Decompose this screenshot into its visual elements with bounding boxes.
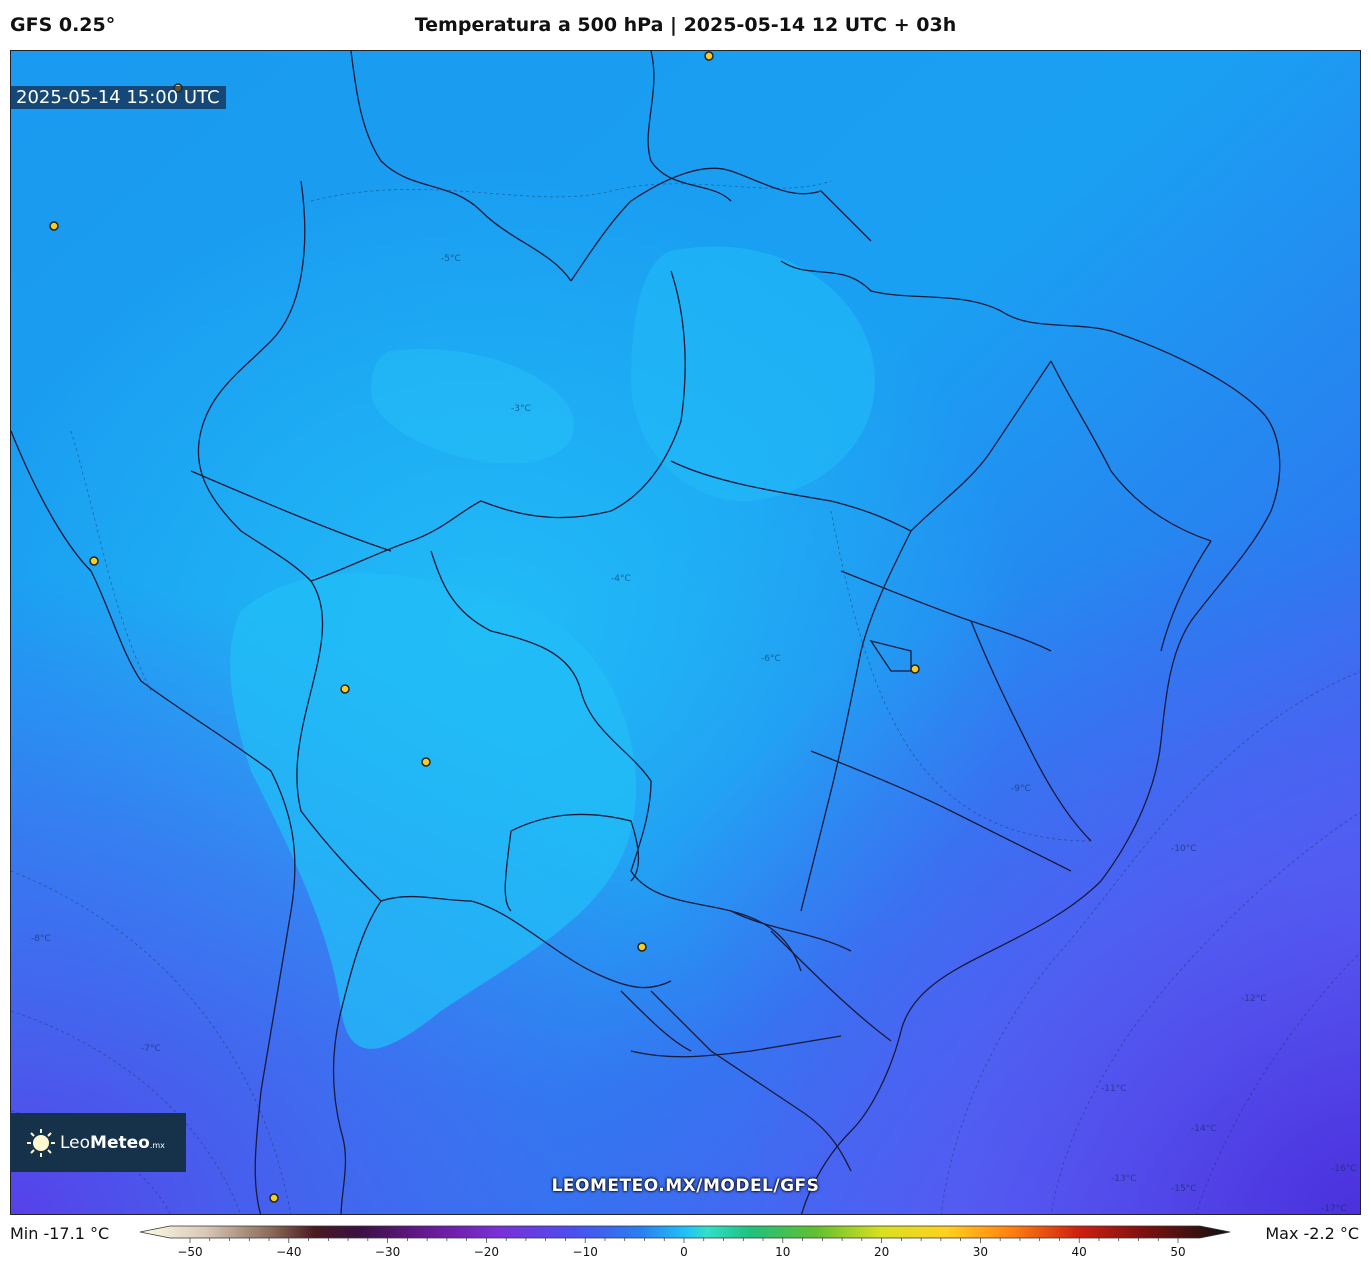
logo-text: LeoMeteo.mx [60, 1132, 165, 1153]
contour-label: -6°C [761, 654, 781, 664]
contour-label: -5°C [441, 254, 461, 264]
colorbar-tick-label: 10 [775, 1245, 790, 1259]
contour-label: -10°C [1171, 844, 1196, 854]
contour-label: -7°C [141, 1044, 161, 1054]
colorbar-tick-label: 20 [874, 1245, 889, 1259]
colorbar-tick-label: −30 [375, 1245, 400, 1259]
site-watermark: LEOMETEO.MX/MODEL/GFS [551, 1176, 820, 1196]
atlantic-coast [780, 260, 1281, 1214]
contour-label: -15°C [1171, 1184, 1196, 1194]
colorbar: −50 −40 −30 −20 −10 0 10 20 30 40 50 [140, 1225, 1231, 1259]
colorbar-tick-label: −20 [474, 1245, 499, 1259]
warm-region [230, 573, 637, 1049]
valid-time-badge: 2025-05-14 15:00 UTC [10, 86, 226, 109]
contour-label: -3°C [511, 404, 531, 414]
map-canvas: -3°C -4°C -5°C -6°C -7°C -8°C -9°C -10°C… [11, 51, 1360, 1214]
sun-icon [27, 1128, 55, 1157]
contour-label: -17°C [1321, 1204, 1346, 1214]
colorbar-tick-label: 50 [1170, 1245, 1185, 1259]
contour-label: -14°C [1191, 1124, 1216, 1134]
city-marker[interactable] [637, 942, 647, 952]
colorbar-tick-label: 40 [1072, 1245, 1087, 1259]
pacific-coast [11, 430, 296, 1214]
max-temperature-label: Max -2.2 °C [1265, 1224, 1359, 1243]
borders [11, 51, 1281, 1214]
city-marker[interactable] [704, 51, 714, 61]
contour-label: -12°C [1241, 994, 1266, 1004]
colorbar-tick-label: −10 [573, 1245, 598, 1259]
city-marker[interactable] [910, 664, 920, 674]
city-marker[interactable] [269, 1193, 279, 1203]
city-marker[interactable] [89, 556, 99, 566]
isotherms [11, 180, 1360, 1214]
colorbar-tick-label: 30 [973, 1245, 988, 1259]
city-marker[interactable] [49, 221, 59, 231]
contour-label: -13°C [1111, 1174, 1136, 1184]
city-marker[interactable] [421, 757, 431, 767]
contour-label: -16°C [1331, 1164, 1356, 1174]
colorbar-scale [140, 1225, 1231, 1239]
colorbar-tick-label: −50 [177, 1245, 202, 1259]
model-label: GFS 0.25° [10, 14, 116, 36]
temperature-map[interactable]: -3°C -4°C -5°C -6°C -7°C -8°C -9°C -10°C… [10, 50, 1361, 1215]
colorbar-tick-label: −40 [276, 1245, 301, 1259]
contour-label: -4°C [611, 574, 631, 584]
colorbar-tick-label: 0 [680, 1245, 688, 1259]
contour-label: -9°C [1011, 784, 1031, 794]
city-marker[interactable] [340, 684, 350, 694]
contour-label: -11°C [1101, 1084, 1126, 1094]
contour-label: -8°C [31, 934, 51, 944]
colorbar-ticks: −50 −40 −30 −20 −10 0 10 20 30 40 50 [177, 1238, 1186, 1259]
map-title: Temperatura a 500 hPa | 2025-05-14 12 UT… [414, 14, 957, 36]
min-temperature-label: Min -17.1 °C [10, 1224, 110, 1243]
leometeo-logo[interactable]: LeoMeteo.mx [10, 1113, 186, 1172]
